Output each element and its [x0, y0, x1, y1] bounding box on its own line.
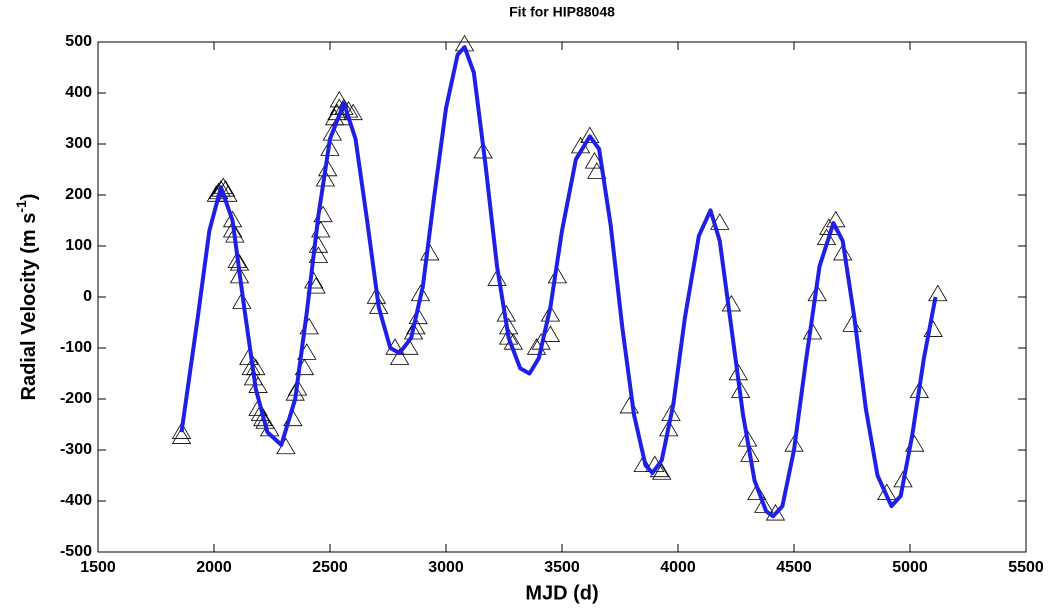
data-point: [547, 266, 568, 284]
x-tick-label: 1500: [80, 559, 116, 576]
y-tick-label: -400: [60, 492, 92, 509]
y-label-main: Radial Velocity (m s: [18, 213, 40, 401]
x-tick-label: 3000: [428, 559, 464, 576]
data-point: [747, 483, 767, 501]
data-point: [802, 322, 823, 340]
y-label-end: ): [18, 194, 40, 201]
data-point: [389, 348, 410, 365]
data-point: [580, 126, 600, 144]
y-axis-label: Radial Velocity (m s-1): [13, 194, 41, 401]
data-point: [222, 220, 243, 238]
y-tick-label: 500: [65, 33, 92, 50]
y-tick-label: 200: [65, 186, 92, 203]
data-point: [239, 348, 259, 365]
data-point: [652, 463, 672, 480]
data-point: [171, 427, 192, 444]
y-tick-label: 100: [65, 237, 92, 254]
data-point: [334, 98, 354, 115]
data-point: [253, 409, 273, 427]
data-point: [842, 315, 862, 332]
x-tick-label: 4000: [660, 559, 696, 576]
y-tick-label: 400: [65, 84, 92, 101]
y-label-sup: -1: [13, 200, 29, 213]
x-axis-label: MJD (d): [525, 582, 598, 604]
data-point: [308, 236, 329, 253]
data-point: [754, 496, 774, 513]
data-point: [833, 243, 853, 261]
x-tick-label: 3500: [544, 559, 580, 576]
data-point: [540, 305, 561, 322]
data-point: [928, 284, 948, 302]
data-point: [403, 322, 424, 340]
plot-frame: [97, 41, 1027, 553]
x-tick-label: 2500: [312, 559, 348, 576]
data-point: [487, 269, 507, 286]
x-tick-label: 5500: [1008, 559, 1044, 576]
x-tick-label: 2000: [196, 559, 232, 576]
data-point: [304, 271, 324, 289]
chart-title: Fit for HIP88048: [509, 4, 615, 20]
fit-line: [179, 45, 938, 519]
data-point: [498, 328, 519, 345]
data-point: [406, 317, 426, 335]
data-point: [232, 292, 252, 309]
y-tick-label: -500: [60, 543, 92, 560]
y-tick-label: -200: [60, 390, 92, 407]
data-point: [171, 422, 192, 439]
x-tick-label: 4500: [776, 559, 812, 576]
data-point: [408, 307, 428, 325]
y-tick-label: 300: [65, 135, 92, 152]
x-tick-label: 5000: [892, 559, 928, 576]
data-point: [633, 455, 653, 472]
data-point: [721, 294, 742, 312]
data-point: [807, 284, 827, 302]
data-point: [322, 124, 343, 141]
data-point: [315, 169, 336, 187]
data-point: [619, 396, 639, 414]
data-point: [317, 159, 338, 177]
y-tick-label: -100: [60, 339, 92, 356]
y-tick-label: 0: [83, 288, 92, 305]
y-tick-label: -300: [60, 441, 92, 458]
data-point: [320, 139, 340, 156]
